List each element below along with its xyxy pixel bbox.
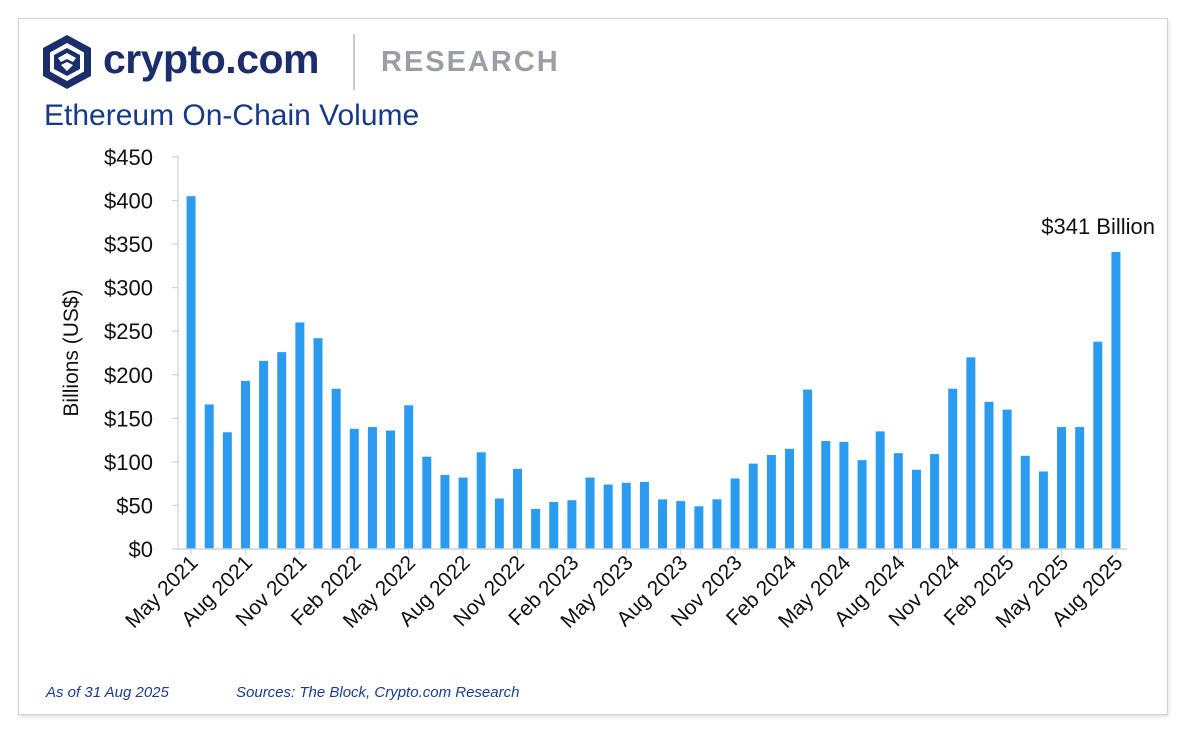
peak-annotation: $341 Billion — [1041, 214, 1155, 239]
y-tick-label: $100 — [104, 450, 153, 475]
bar — [857, 460, 867, 549]
bar — [930, 454, 940, 549]
bar — [440, 474, 450, 549]
bar — [1075, 427, 1085, 549]
bar — [585, 477, 595, 549]
as-of-date: As of 31 Aug 2025 — [46, 684, 169, 701]
bar — [911, 469, 921, 549]
bar — [984, 401, 994, 549]
y-tick-label: $300 — [104, 276, 153, 301]
bar — [404, 405, 414, 549]
bar — [839, 441, 849, 549]
bar — [748, 463, 758, 549]
bar — [1093, 341, 1103, 549]
bar — [494, 498, 504, 549]
bar — [658, 499, 668, 549]
bar — [694, 506, 704, 549]
bar — [331, 388, 341, 549]
bar — [349, 428, 359, 549]
bar — [603, 484, 613, 549]
chart-title: Ethereum On-Chain Volume — [44, 99, 420, 132]
bar — [458, 477, 468, 549]
bar — [386, 430, 396, 549]
y-tick-label: $150 — [104, 406, 153, 431]
y-tick-label: $50 — [116, 493, 153, 518]
bar — [875, 431, 885, 549]
bar — [966, 357, 976, 549]
lion-shield-icon — [43, 35, 91, 89]
bar — [821, 440, 831, 549]
bar — [531, 508, 541, 549]
brand-name: crypto.com — [103, 36, 320, 82]
bar — [639, 481, 649, 549]
bar — [277, 352, 287, 549]
division-label: RESEARCH — [381, 46, 560, 78]
bar — [512, 468, 522, 549]
bar — [204, 404, 214, 549]
bar — [1002, 409, 1012, 549]
bar — [1038, 471, 1048, 549]
y-tick-label: $250 — [104, 319, 153, 344]
bar — [476, 452, 486, 549]
bar — [621, 482, 631, 549]
bar — [948, 388, 958, 549]
bar — [766, 454, 776, 549]
y-tick-label: $0 — [129, 537, 153, 562]
bar — [803, 389, 813, 549]
y-tick-label: $200 — [104, 363, 153, 388]
bar — [222, 432, 232, 549]
bar — [549, 501, 559, 549]
bar — [785, 448, 795, 549]
bar — [295, 322, 305, 549]
bar — [186, 196, 196, 549]
bar — [313, 338, 323, 549]
bar — [676, 501, 686, 549]
bar — [567, 500, 577, 549]
sources-note: Sources: The Block, Crypto.com Research — [236, 684, 520, 701]
bar — [240, 380, 250, 549]
bar — [893, 453, 903, 549]
y-axis-title: Billions (US$) — [60, 289, 83, 416]
bar — [367, 427, 377, 549]
bar — [259, 360, 269, 549]
bar — [730, 478, 740, 549]
bar — [1020, 455, 1030, 549]
y-tick-label: $450 — [104, 145, 153, 170]
header-divider — [353, 34, 355, 90]
chart-card — [18, 18, 1168, 715]
y-tick-label: $350 — [104, 232, 153, 257]
bar — [1111, 251, 1121, 549]
y-tick-label: $400 — [104, 189, 153, 214]
bar — [422, 456, 432, 549]
bar — [712, 499, 722, 549]
bar — [1057, 427, 1067, 549]
